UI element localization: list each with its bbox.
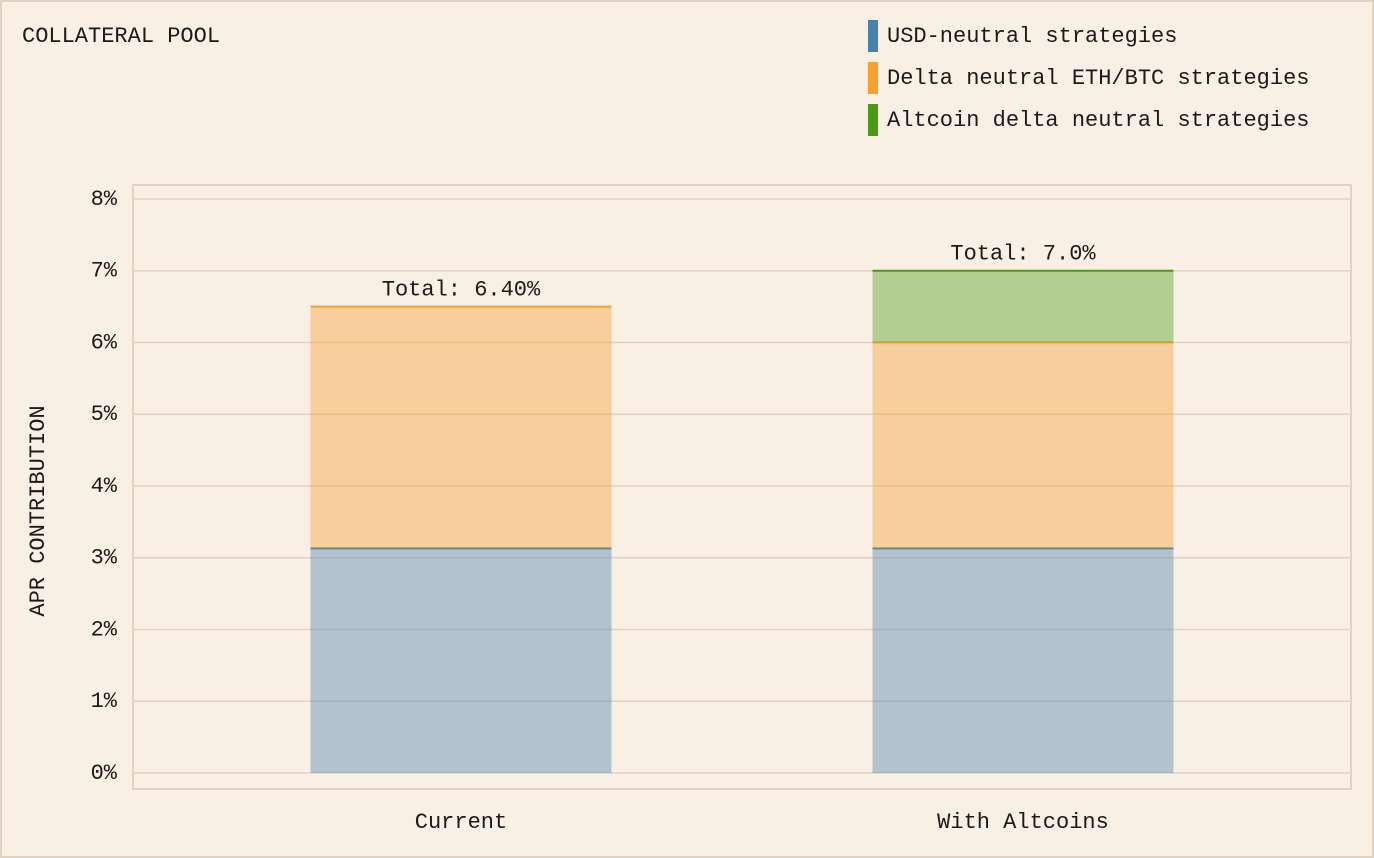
- legend-swatch: [868, 62, 878, 94]
- x-tick-label: Current: [415, 810, 507, 835]
- y-tick-label: 6%: [91, 330, 118, 355]
- legend-label: Delta neutral ETH/BTC strategies: [887, 66, 1309, 91]
- legend-label: Altcoin delta neutral strategies: [887, 108, 1309, 133]
- legend-swatch: [868, 20, 878, 52]
- total-annotation: Total: 7.0%: [950, 242, 1096, 267]
- legend-label: USD-neutral strategies: [887, 24, 1177, 49]
- y-tick-label: 3%: [91, 546, 118, 571]
- y-tick-label: 5%: [91, 402, 118, 427]
- y-tick-label: 8%: [91, 187, 118, 212]
- bar-segment: [310, 306, 612, 549]
- total-annotation: Total: 6.40%: [382, 277, 541, 302]
- legend-swatch: [868, 104, 878, 136]
- y-tick-label: 1%: [91, 689, 118, 714]
- bar-segment: [872, 270, 1174, 343]
- x-tick-label: With Altcoins: [937, 810, 1109, 835]
- y-tick-label: 4%: [91, 474, 118, 499]
- y-tick-label: 2%: [91, 617, 118, 642]
- y-tick-label: 0%: [91, 761, 118, 786]
- chart-title: COLLATERAL POOL: [22, 24, 220, 49]
- y-axis-label: APR CONTRIBUTION: [26, 405, 51, 616]
- bar-segment: [872, 548, 1174, 773]
- bar-segment: [310, 548, 612, 773]
- plot-frame: [132, 184, 1352, 790]
- y-tick-label: 7%: [91, 259, 118, 284]
- bar-segment: [872, 342, 1174, 549]
